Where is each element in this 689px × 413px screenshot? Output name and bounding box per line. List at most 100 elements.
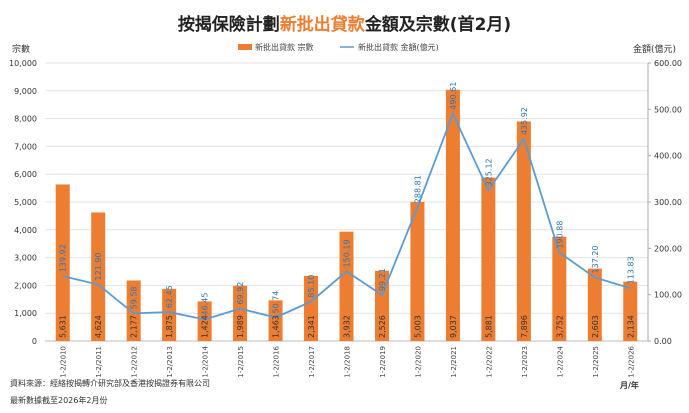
bar-data-label: 1,875 — [165, 315, 174, 338]
x-tick-label: 1-2/2020 — [414, 346, 422, 378]
line-data-label: 490.61 — [449, 82, 458, 110]
bar-data-label: 1,989 — [236, 315, 245, 338]
left-axis-label: 宗數 — [12, 43, 30, 55]
update-note: 最新數據截至2026年2月份 — [10, 396, 108, 405]
legend-bar-swatch — [238, 44, 252, 50]
left-tick-label: 2,000 — [14, 281, 37, 290]
bar-data-label: 3,932 — [343, 315, 352, 338]
bar-data-label: 5,881 — [484, 315, 493, 338]
bar-data-label: 9,037 — [449, 315, 458, 338]
line-data-label: 113.83 — [626, 256, 635, 284]
bar — [162, 288, 177, 341]
line-data-label: 435.92 — [520, 107, 529, 135]
x-tick-label: 1-2/2022 — [485, 346, 493, 378]
left-tick-label: 7,000 — [14, 142, 37, 151]
line-data-label: 59.58 — [130, 286, 139, 309]
line-data-label: 325.12 — [484, 158, 493, 186]
left-tick-label: 5,000 — [14, 198, 37, 207]
bar — [552, 236, 567, 341]
chart-title: 按揭保險計劃新批出貸款金額及宗數(首2月) — [0, 10, 689, 35]
x-tick-label: 1-2/2011 — [95, 346, 103, 378]
bar — [197, 301, 212, 341]
x-tick-label: 1-2/2015 — [237, 346, 245, 378]
x-tick-label: 1-2/2013 — [166, 346, 174, 378]
bar — [233, 285, 248, 341]
bar — [445, 89, 460, 342]
bar — [516, 121, 531, 341]
legend-line-label: 新批出貸款 金額(億元) — [358, 42, 439, 52]
source-note: 資料來源：經絡按揭轉介研究部及香港按揭證券有限公司 — [10, 379, 210, 388]
line-data-label: 69.92 — [236, 282, 245, 305]
bar — [481, 177, 496, 341]
bar-data-label: 1,424 — [201, 315, 210, 338]
title-part: 按揭保險計劃 — [177, 15, 280, 35]
x-tick-label: 1-2/2018 — [344, 346, 352, 378]
right-tick-label: 500.00 — [654, 105, 682, 114]
bar — [339, 231, 354, 341]
right-tick-label: 0.00 — [654, 337, 672, 346]
bar — [55, 184, 70, 341]
line-data-label: 190.88 — [555, 221, 564, 249]
left-tick-label: 8,000 — [14, 115, 37, 124]
bar-data-label: 2,341 — [307, 315, 316, 338]
line-data-label: 62.45 — [165, 285, 174, 308]
bar-data-label: 7,896 — [520, 315, 529, 338]
right-tick-label: 400.00 — [654, 152, 682, 161]
left-tick-label: 6,000 — [14, 170, 37, 179]
left-tick-label: 1,000 — [14, 309, 37, 318]
x-tick-label: 1-2/2019 — [379, 346, 387, 378]
bar — [623, 281, 638, 341]
bar-data-label: 4,624 — [94, 315, 103, 338]
right-axis-label: 金額(億元) — [633, 43, 676, 55]
x-tick-label: 1-2/2023 — [521, 346, 529, 378]
x-axis-label: 月/年 — [619, 380, 639, 390]
line-data-label: 150.19 — [343, 239, 352, 267]
bar-data-label: 2,134 — [626, 315, 635, 338]
bar — [91, 212, 106, 341]
right-tick-label: 300.00 — [654, 198, 682, 207]
bar-data-label: 2,177 — [130, 315, 139, 338]
x-tick-label: 1-2/2025 — [592, 346, 600, 378]
bar — [304, 275, 319, 341]
bar-data-label: 2,526 — [378, 315, 387, 338]
x-tick-label: 1-2/2012 — [131, 346, 139, 378]
line-data-label: 99.21 — [378, 268, 387, 291]
title-part: 金額及宗數(首2月) — [364, 15, 512, 35]
x-tick-label: 1-2/2010 — [60, 346, 68, 378]
bar-data-label: 5,631 — [59, 315, 68, 338]
x-tick-label: 1-2/2017 — [308, 346, 316, 378]
line-data-label: 137.20 — [591, 245, 600, 273]
line-data-label: 139.92 — [59, 244, 68, 272]
left-tick-label: 0 — [32, 337, 37, 346]
left-tick-label: 9,000 — [14, 87, 37, 96]
left-tick-label: 10,000 — [9, 59, 37, 68]
right-tick-label: 600.00 — [654, 59, 682, 68]
right-tick-label: 100.00 — [654, 291, 682, 300]
x-tick-label: 1-2/2024 — [556, 345, 564, 377]
title-highlight: 新批出貸款 — [279, 15, 365, 35]
bar-data-label: 5,003 — [413, 315, 422, 338]
bar — [126, 280, 141, 341]
x-tick-label: 1-2/2014 — [202, 345, 210, 377]
left-tick-label: 3,000 — [14, 254, 37, 263]
bar-data-label: 1,463 — [272, 315, 281, 338]
amount-line — [62, 111, 631, 321]
x-tick-label: 1-2/2016 — [273, 345, 281, 377]
line-data-label: 85.10 — [307, 275, 316, 298]
legend-bar-label: 新批出貸款 宗數 — [255, 42, 314, 52]
bar — [587, 268, 602, 341]
x-tick-label: 1-2/2026 — [627, 345, 635, 377]
bar-data-label: 3,752 — [555, 315, 564, 338]
line-data-label: 288.81 — [413, 175, 422, 203]
bar — [410, 201, 425, 341]
bar-data-label: 2,603 — [591, 315, 600, 338]
line-data-label: 46.45 — [201, 293, 210, 316]
line-data-label: 121.90 — [94, 253, 103, 281]
left-tick-label: 4,000 — [14, 226, 37, 235]
line-data-label: 50.74 — [272, 291, 281, 314]
right-tick-label: 200.00 — [654, 244, 682, 253]
bar — [268, 300, 283, 341]
x-tick-label: 1-2/2021 — [450, 346, 458, 378]
